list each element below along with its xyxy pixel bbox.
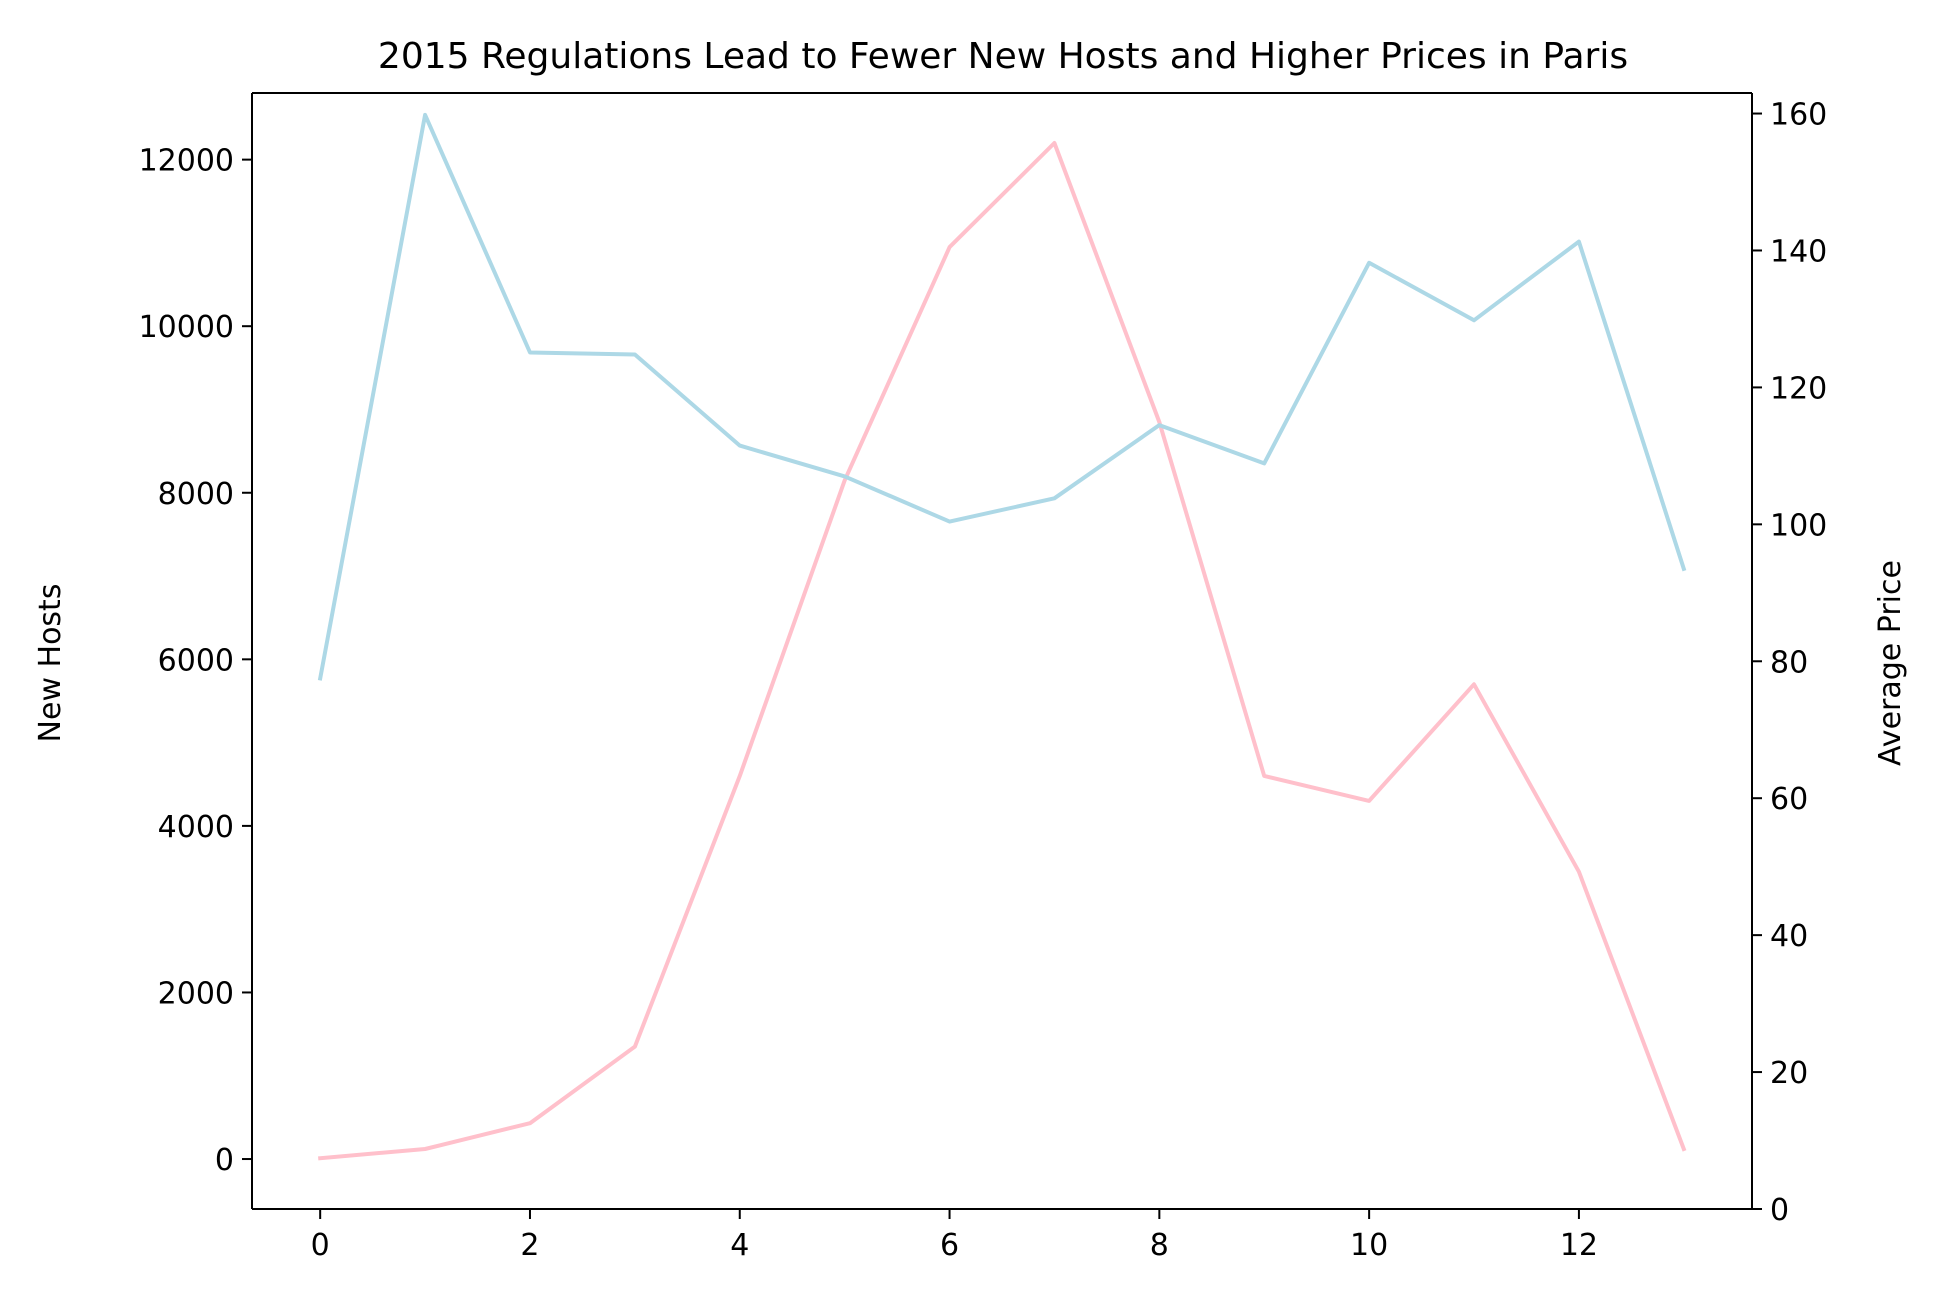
x-tick-label: 8 bbox=[1150, 1228, 1169, 1263]
y-left-tick-label: 0 bbox=[215, 1143, 234, 1178]
y-left-tick-label: 12000 bbox=[139, 144, 234, 179]
y-axis-left-title: New Hosts bbox=[33, 584, 68, 743]
x-tick-label: 10 bbox=[1350, 1228, 1388, 1263]
y-left-tick-label: 6000 bbox=[158, 643, 234, 678]
series-line-new-hosts bbox=[318, 141, 1687, 1161]
series-line-average-price bbox=[317, 112, 1687, 681]
y-right-tick-label: 60 bbox=[1770, 782, 1808, 817]
y-left-tick-label: 8000 bbox=[158, 477, 234, 512]
y-right-tick-label: 0 bbox=[1770, 1193, 1789, 1228]
y-left-tick-label: 10000 bbox=[139, 310, 234, 345]
x-tick-label: 2 bbox=[520, 1228, 539, 1263]
series-layer bbox=[317, 112, 1687, 1161]
axes-layer: 0 2 4 6 8 10 120200040006000800010000120000204… bbox=[139, 92, 1827, 1263]
y-right-tick-label: 40 bbox=[1770, 919, 1808, 954]
x-tick-label: 0 bbox=[311, 1228, 330, 1263]
chart-title: 2015 Regulations Lead to Fewer New Hosts… bbox=[378, 36, 1628, 77]
y-right-tick-label: 100 bbox=[1770, 508, 1827, 543]
x-tick-label: 12 bbox=[1560, 1228, 1598, 1263]
y-left-tick-label: 2000 bbox=[158, 976, 234, 1011]
y-right-tick-label: 140 bbox=[1770, 234, 1827, 269]
y-axis-right-title: Average Price bbox=[1873, 560, 1908, 766]
y-right-tick-label: 80 bbox=[1770, 645, 1808, 680]
y-right-tick-label: 160 bbox=[1770, 98, 1827, 133]
y-left-tick-label: 4000 bbox=[158, 810, 234, 845]
y-right-tick-label: 120 bbox=[1770, 371, 1827, 406]
x-tick-label: 4 bbox=[730, 1228, 749, 1263]
x-tick-label: 6 bbox=[940, 1228, 959, 1263]
y-right-tick-label: 20 bbox=[1770, 1056, 1808, 1091]
